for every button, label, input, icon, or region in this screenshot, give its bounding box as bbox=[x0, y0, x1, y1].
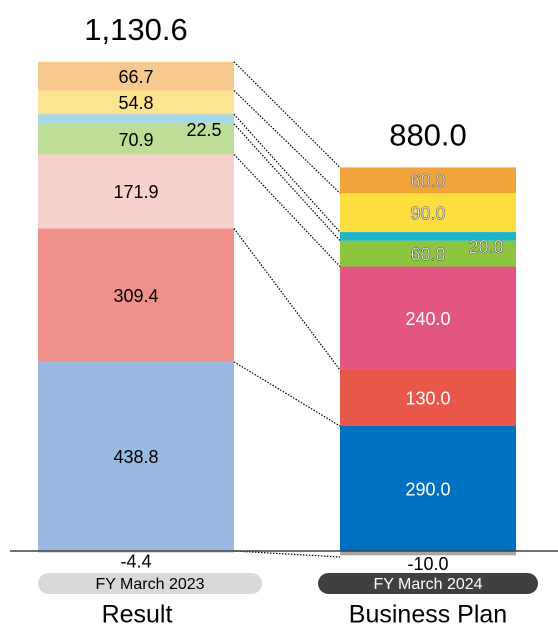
bar-segment bbox=[340, 369, 516, 427]
bar-segment bbox=[340, 240, 516, 267]
connector bbox=[233, 123, 341, 242]
data-label: 60.0 bbox=[410, 171, 445, 191]
bar-segment bbox=[38, 61, 234, 91]
connector bbox=[233, 361, 341, 427]
x-sublabel: Business Plan bbox=[349, 601, 507, 629]
data-label: 22.5 bbox=[186, 120, 221, 140]
data-label: 70.9 bbox=[118, 130, 153, 150]
data-label: -10.0 bbox=[407, 554, 448, 574]
x-tick-label: FY March 2023 bbox=[95, 576, 204, 593]
connector bbox=[233, 228, 341, 371]
x-sublabel: Result bbox=[102, 601, 173, 629]
category-pill bbox=[318, 573, 538, 594]
bar-segment bbox=[38, 114, 234, 124]
data-label: 54.8 bbox=[118, 93, 153, 113]
connector bbox=[233, 550, 341, 558]
bar-segment bbox=[38, 123, 234, 155]
connector bbox=[233, 61, 341, 168]
bar-segment bbox=[38, 228, 234, 362]
bar-segment bbox=[340, 167, 516, 194]
bar-segment bbox=[340, 232, 516, 241]
data-label: 438.8 bbox=[113, 447, 158, 467]
data-label: 66.7 bbox=[118, 67, 153, 87]
bar-segment bbox=[38, 154, 234, 229]
data-label: 240.0 bbox=[405, 309, 450, 329]
bar-segment bbox=[340, 426, 516, 551]
data-label: 20.0 bbox=[468, 237, 503, 257]
connector bbox=[233, 90, 341, 194]
data-label: 130.0 bbox=[405, 389, 450, 409]
bar-segment bbox=[38, 90, 234, 115]
category-pill bbox=[38, 573, 262, 594]
data-label: -4.4 bbox=[120, 552, 151, 572]
bar-segment bbox=[340, 266, 516, 370]
connector bbox=[233, 113, 341, 233]
total-label: 1,130.6 bbox=[84, 12, 187, 47]
data-label: 309.4 bbox=[113, 286, 158, 306]
data-label: 171.9 bbox=[113, 182, 158, 202]
data-label: 290.0 bbox=[405, 479, 450, 499]
connector bbox=[233, 154, 341, 267]
bar-segment bbox=[38, 361, 234, 551]
data-label: 60.0 bbox=[410, 244, 445, 264]
bar-segment bbox=[38, 551, 234, 553]
bar-segment bbox=[340, 551, 516, 556]
data-label: 90.0 bbox=[410, 203, 445, 223]
x-tick-label: FY March 2024 bbox=[373, 576, 482, 593]
total-label: 880.0 bbox=[389, 118, 467, 153]
bar-segment bbox=[340, 193, 516, 233]
